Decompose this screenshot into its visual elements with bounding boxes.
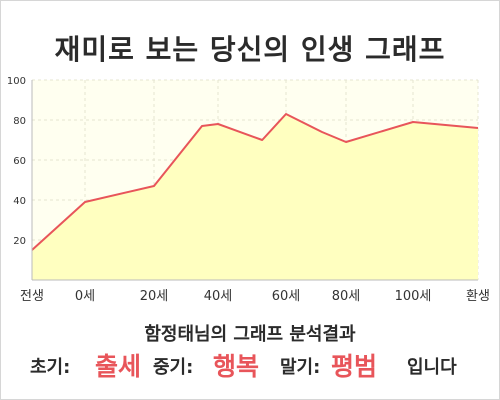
- x-tick-label: 40세: [204, 289, 233, 304]
- x-tick-label: 환생: [466, 289, 490, 304]
- result-ending: 입니다: [407, 357, 457, 378]
- middle-period-label: 중기:: [153, 357, 194, 378]
- page-title: 재미로 보는 당신의 인생 그래프: [54, 33, 446, 66]
- y-tick-label: 20: [13, 236, 26, 247]
- x-tick-label: 전생: [20, 289, 44, 304]
- result-summary: 초기: 출세 중기: 행복 말기: 평범 입니다: [0, 345, 500, 381]
- x-tick-label: 100세: [395, 289, 432, 304]
- middle-period-value: 행복: [213, 352, 260, 381]
- x-tick-label: 20세: [140, 289, 169, 304]
- early-period-label: 초기:: [30, 357, 71, 378]
- late-period-label: 말기:: [280, 357, 321, 378]
- x-tick-label: 60세: [272, 289, 301, 304]
- y-tick-label: 80: [13, 116, 26, 127]
- early-period-value: 출세: [95, 352, 142, 381]
- result-heading: 함정태님의 그래프 분석결과: [144, 324, 356, 345]
- y-tick-label: 100: [7, 76, 26, 87]
- x-tick-label: 0세: [75, 289, 95, 304]
- late-period-value: 평범: [331, 352, 378, 381]
- y-tick-label: 60: [13, 156, 26, 167]
- y-tick-label: 40: [13, 196, 26, 207]
- x-tick-labels: 전생 0세 20세 40세 60세 80세 100세 환생: [20, 289, 490, 304]
- y-tick-labels: 20 40 60 80 100: [7, 76, 26, 247]
- x-tick-label: 80세: [332, 289, 361, 304]
- series-line: [31, 113, 479, 251]
- series-area-fill: [32, 114, 478, 280]
